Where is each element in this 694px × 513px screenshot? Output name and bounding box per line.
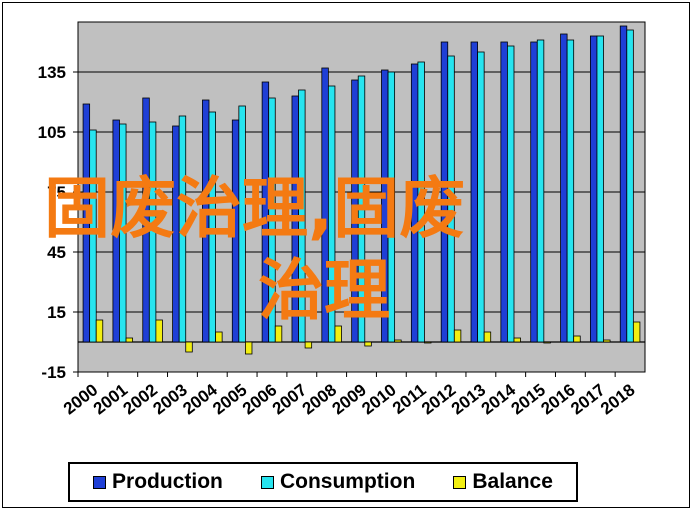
bar-balance-2006 <box>274 325 283 343</box>
bar-consumption-2018 <box>626 29 634 343</box>
bar-consumption-2003 <box>178 115 187 343</box>
bar-balance-2009 <box>364 341 372 347</box>
bar-balance-2014 <box>513 337 521 343</box>
bar-production-2013 <box>470 41 478 343</box>
y-tick-label: 135 <box>38 63 66 82</box>
bar-production-2015 <box>530 41 538 343</box>
y-tick-label: 75 <box>47 183 66 202</box>
bar-production-2006 <box>261 81 270 343</box>
bar-consumption-2008 <box>327 85 336 343</box>
bar-balance-2003 <box>185 341 193 353</box>
y-tick-label: -15 <box>41 363 66 382</box>
bar-production-2014 <box>500 41 508 343</box>
legend-item-production: Production <box>93 470 223 494</box>
bar-balance-2002 <box>155 319 163 343</box>
bar-consumption-2012 <box>447 55 455 343</box>
bar-balance-2016 <box>573 335 581 343</box>
bar-consumption-2005 <box>238 105 246 343</box>
bar-production-2008 <box>321 67 329 343</box>
bar-consumption-2014 <box>507 45 515 343</box>
chart-legend: Production Consumption Balance <box>68 462 578 502</box>
bar-production-2010 <box>381 69 389 343</box>
bar-balance-2015 <box>543 341 551 344</box>
bar-balance-2013 <box>483 331 492 343</box>
bar-production-2011 <box>410 63 419 343</box>
x-tick-label: 2018 <box>597 380 639 418</box>
legend-swatch-consumption <box>260 475 274 489</box>
bar-balance-2010 <box>394 339 402 343</box>
bar-balance-2004 <box>215 331 223 343</box>
y-tick-label: 105 <box>38 123 66 142</box>
bar-consumption-2011 <box>417 61 425 343</box>
bar-consumption-2015 <box>536 39 545 343</box>
bar-balance-2001 <box>125 337 134 343</box>
bar-consumption-2017 <box>596 35 604 343</box>
bar-balance-2012 <box>453 329 462 343</box>
bar-consumption-2004 <box>208 111 216 343</box>
y-tick-label: 45 <box>47 243 66 262</box>
bar-production-2004 <box>202 99 210 343</box>
bar-balance-2000 <box>95 319 104 343</box>
bar-production-2017 <box>589 35 598 343</box>
legend-label-production: Production <box>112 470 223 493</box>
bar-production-2007 <box>291 95 299 343</box>
bar-consumption-2013 <box>477 51 485 343</box>
bar-production-2001 <box>112 119 120 343</box>
bar-production-2012 <box>440 41 449 343</box>
bar-consumption-2002 <box>148 121 157 343</box>
bar-production-2005 <box>231 119 240 343</box>
bar-consumption-2016 <box>566 39 575 343</box>
bar-consumption-2001 <box>119 123 127 343</box>
bar-production-2018 <box>619 25 628 343</box>
legend-swatch-production <box>93 475 107 489</box>
bar-consumption-2009 <box>357 75 366 343</box>
bar-balance-2005 <box>245 341 253 355</box>
bar-production-2000 <box>82 103 91 343</box>
bar-production-2009 <box>351 79 359 343</box>
bar-balance-2017 <box>603 339 611 343</box>
bar-balance-2018 <box>632 321 641 343</box>
legend-label-balance: Balance <box>472 470 553 493</box>
bar-balance-2008 <box>334 325 342 343</box>
legend-label-consumption: Consumption <box>279 470 416 493</box>
bar-balance-2011 <box>424 341 432 344</box>
bar-production-2002 <box>142 97 150 343</box>
bar-production-2016 <box>560 33 568 343</box>
bar-consumption-2006 <box>268 97 276 343</box>
y-tick-label: 15 <box>47 303 66 322</box>
bar-consumption-2010 <box>387 71 396 343</box>
bar-consumption-2000 <box>89 129 97 343</box>
bar-balance-2007 <box>304 341 313 349</box>
bar-consumption-2007 <box>298 89 306 343</box>
plot-border <box>77 21 646 373</box>
bar-production-2003 <box>172 125 180 343</box>
legend-item-consumption: Consumption <box>260 470 416 494</box>
legend-swatch-balance <box>453 475 467 489</box>
legend-item-balance: Balance <box>453 470 553 494</box>
